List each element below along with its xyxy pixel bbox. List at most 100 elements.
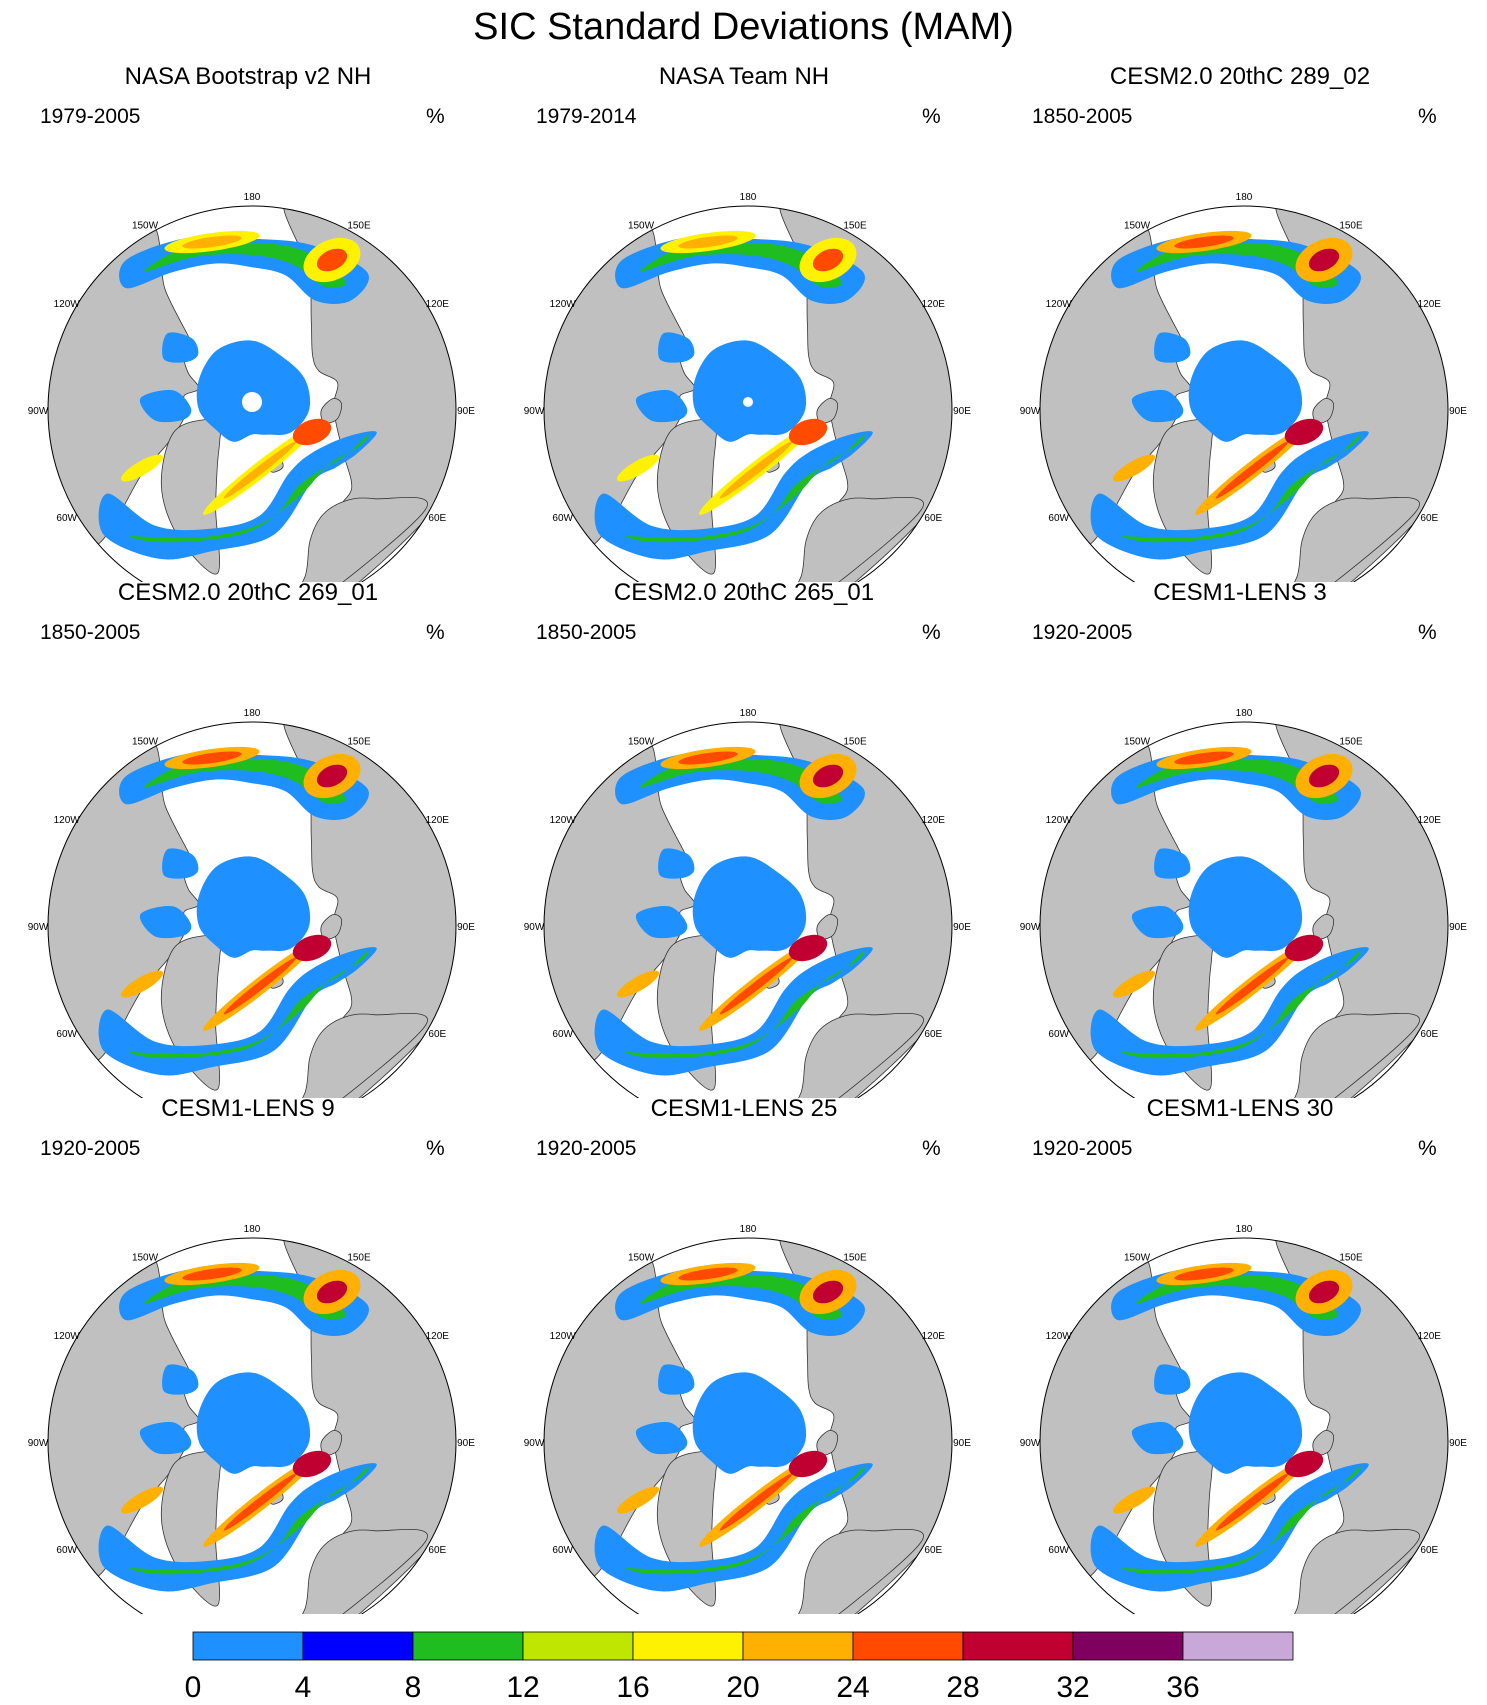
bering-sic-max <box>1174 235 1234 249</box>
panel-title: CESM1-LENS 25 <box>650 1095 838 1122</box>
colorbar-swatch <box>302 1631 414 1661</box>
longitude-label: 90E <box>457 406 475 417</box>
longitude-label: 150E <box>347 221 371 232</box>
barents-sic-max <box>1215 957 1289 1015</box>
map-border <box>1039 721 1449 1098</box>
novaya-zemlya-land <box>816 913 839 940</box>
okhotsk-sic-max <box>812 1280 844 1304</box>
longitude-label: 150W <box>628 221 655 232</box>
hudson-bay-ice <box>1131 389 1184 423</box>
baffin-bay-ice <box>1154 332 1191 363</box>
unit-label: % <box>922 1137 941 1160</box>
panel-title: CESM1-LENS 30 <box>1146 1095 1334 1122</box>
colorbar-swatch <box>742 1631 854 1661</box>
hudson-bay-ice <box>1131 1421 1184 1455</box>
colorbar-tick-label: 8 <box>405 1671 422 1704</box>
longitude-label: 150W <box>628 1253 655 1264</box>
longitude-label: 150W <box>132 1253 159 1264</box>
baffin-bay-ice <box>658 1364 695 1395</box>
longitude-label: 120W <box>550 815 577 826</box>
panel-title: CESM2.0 20thC 269_01 <box>117 579 379 606</box>
longitude-label: 60W <box>552 1545 573 1556</box>
longitude-label: 150E <box>1339 1253 1363 1264</box>
longitude-label: 90E <box>457 1438 475 1449</box>
longitude-label: 150E <box>843 221 867 232</box>
longitude-label: 60E <box>1420 1029 1438 1040</box>
unit-label: % <box>426 621 445 644</box>
map-panel: CESM1-LENS 3180150E120E90E60E30E030W60W9… <box>992 578 1487 1098</box>
central-arctic-ice <box>196 1372 311 1474</box>
colorbar-swatch <box>522 1631 634 1661</box>
map-panel: NASA Bootstrap v2 NH180150E120E90E60E30E… <box>0 62 496 582</box>
okhotsk-sic-max <box>316 248 348 272</box>
polar-map: 180150E120E90E60E30E030W60W90W120W150W <box>28 708 475 1098</box>
longitude-label: 90E <box>457 922 475 933</box>
colorbar-swatch <box>192 1631 304 1661</box>
baffin-bay-ice <box>162 848 199 879</box>
longitude-label: 180 <box>244 192 261 203</box>
pacific-sic-band <box>143 1274 346 1320</box>
longitude-label: 90W <box>1020 406 1041 417</box>
barents-sic-max <box>223 1473 297 1531</box>
colorbar-tick-label: 0 <box>185 1671 202 1704</box>
longitude-label: 150W <box>1124 1253 1151 1264</box>
bering-sic-max <box>1174 1267 1234 1281</box>
longitude-label: 120W <box>54 815 81 826</box>
period-label: 1979-2005 <box>40 105 141 128</box>
longitude-label: 180 <box>1236 1224 1253 1235</box>
okhotsk-sic-max <box>812 764 844 788</box>
longitude-label: 180 <box>740 708 757 719</box>
scandinavia-land <box>282 1012 428 1098</box>
panel-title: CESM2.0 20thC 289_02 <box>1109 63 1371 90</box>
kara-sic-max <box>788 418 828 446</box>
labrador-sic-core <box>1112 970 1156 998</box>
unit-label: % <box>1418 1137 1437 1160</box>
unit-label: % <box>1418 105 1437 128</box>
labrador-sic-core <box>120 454 164 482</box>
panel-title: CESM1-LENS 3 <box>1153 579 1327 606</box>
longitude-label: 60W <box>56 1029 77 1040</box>
kara-sic-max <box>292 934 332 962</box>
period-label: 1850-2005 <box>536 621 637 644</box>
longitude-label: 60E <box>428 1545 446 1556</box>
novaya-zemlya-land <box>320 397 343 424</box>
longitude-label: 150W <box>628 737 655 748</box>
barents-sic-max <box>1215 1473 1289 1531</box>
pacific-sic-band <box>1135 758 1338 804</box>
barents-sic-max <box>1215 441 1289 499</box>
bering-sic-max <box>678 235 738 249</box>
longitude-label: 150E <box>347 1253 371 1264</box>
polar-map: 180150E120E90E60E30E030W60W90W120W150W <box>1020 1224 1467 1614</box>
barents-sic-max <box>223 957 297 1015</box>
pacific-sic-band <box>143 242 346 288</box>
map-border <box>543 1237 953 1614</box>
colorbar-tick-label: 12 <box>506 1671 539 1704</box>
labrador-sic-core <box>1112 454 1156 482</box>
colorbar-tick-label: 36 <box>1166 1671 1199 1704</box>
pole-hole <box>743 397 753 407</box>
period-label: 1920-2005 <box>1032 621 1133 644</box>
longitude-label: 120W <box>1046 815 1073 826</box>
longitude-label: 150W <box>132 221 159 232</box>
atlantic-ice-edge <box>98 947 377 1076</box>
longitude-label: 60E <box>1420 513 1438 524</box>
longitude-label: 150W <box>132 737 159 748</box>
kara-sic-max <box>788 1450 828 1478</box>
panel-title: NASA Team NH <box>658 63 830 90</box>
hudson-bay-ice <box>139 389 192 423</box>
pacific-sic-band <box>639 758 842 804</box>
colorbar-tick-label: 24 <box>836 1671 869 1704</box>
colorbar-tick-label: 4 <box>295 1671 312 1704</box>
bering-sic-max <box>182 751 242 765</box>
scandinavia-land <box>1274 1528 1420 1614</box>
map-panel: CESM1-LENS 9180150E120E90E60E30E030W60W9… <box>0 1094 496 1614</box>
atlantic-ice-edge <box>1090 431 1369 560</box>
hudson-bay-ice <box>635 905 688 939</box>
colorbar-tick-label: 28 <box>946 1671 979 1704</box>
okhotsk-sic-max <box>316 1280 348 1304</box>
longitude-label: 150E <box>843 1253 867 1264</box>
longitude-label: 90W <box>1020 1438 1041 1449</box>
longitude-label: 90E <box>1449 1438 1467 1449</box>
longitude-label: 150W <box>1124 737 1151 748</box>
kara-sic-max <box>292 1450 332 1478</box>
